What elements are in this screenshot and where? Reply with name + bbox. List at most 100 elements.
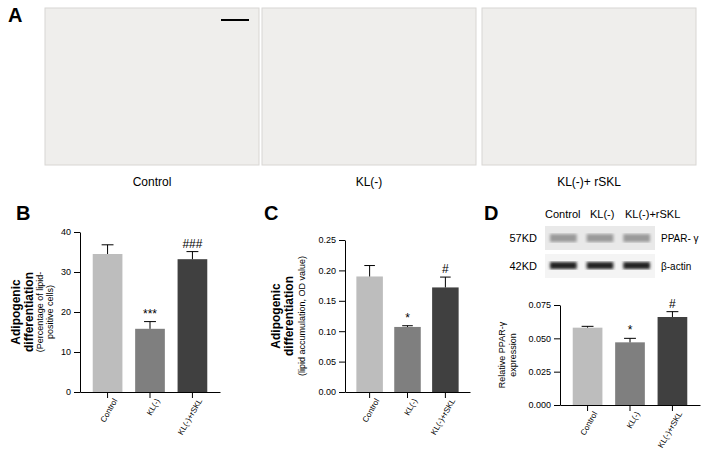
x-tick: KL(-) xyxy=(145,392,162,417)
micrograph xyxy=(482,8,696,165)
error-bar-cap xyxy=(624,338,636,339)
y-tick-label: 0.025 xyxy=(528,367,551,377)
significance: ### xyxy=(182,237,202,251)
x-tick: KL(-) xyxy=(403,392,420,417)
error-bar-stem xyxy=(150,322,151,329)
y-tick: 30 xyxy=(61,267,80,277)
x-tick-mark xyxy=(107,392,108,398)
x-tick-mark xyxy=(369,392,370,398)
blot-band xyxy=(623,262,650,269)
bar xyxy=(658,317,688,405)
x-tick-label: KL(-)+rSKL xyxy=(176,397,204,437)
y-tick: 0.05 xyxy=(318,357,345,367)
x-tick: KL(-) xyxy=(625,405,642,430)
y-tick-mark xyxy=(554,305,560,306)
y-tick-mark xyxy=(554,372,560,373)
x-tick-label: KL(-) xyxy=(625,410,642,430)
error-bar-stem xyxy=(192,252,193,260)
y-tick-label: 0.10 xyxy=(318,327,336,337)
bar xyxy=(135,329,165,392)
bar xyxy=(573,328,603,405)
blot-size: 42KD xyxy=(509,260,537,272)
error-bar xyxy=(440,277,451,287)
y-tick-mark xyxy=(74,312,80,313)
bar xyxy=(356,276,383,392)
x-tick-label: KL(-) xyxy=(145,397,162,417)
panel-d: D*#0.0000.0250.0500.075ControlKL(-)KL(-)… xyxy=(484,202,701,449)
error-bar-cap xyxy=(186,251,198,252)
y-tick: 0.025 xyxy=(528,367,560,377)
panel-a: AControlKL(-)KL(-)+ rSKL xyxy=(8,4,696,189)
panel-b: B***###010203040ControlKL(-)KL(-)+rSKLAd… xyxy=(9,202,221,436)
y-tick: 0 xyxy=(66,387,80,397)
figure: AControlKL(-)KL(-)+ rSKLB***###010203040… xyxy=(0,0,714,468)
x-tick: KL(-)+rSKL xyxy=(656,405,684,449)
y-axis-note: (Percentage of lipid- xyxy=(35,272,45,353)
y-axis-note: (lipid accumulation, OD value) xyxy=(297,256,307,376)
y-axis-title: Adipogenic xyxy=(269,283,283,349)
bar xyxy=(615,342,645,405)
y-tick: 0.075 xyxy=(528,300,560,310)
micrograph xyxy=(45,8,259,165)
scale-bar xyxy=(221,19,249,21)
blot-band xyxy=(623,234,650,242)
significance: *** xyxy=(143,307,157,321)
error-bar-stem xyxy=(369,266,370,277)
y-tick-label: 20 xyxy=(61,307,71,317)
lane-label: Control xyxy=(545,208,580,220)
significance: # xyxy=(442,262,449,276)
error-bar xyxy=(402,326,413,327)
panel-letter: C xyxy=(264,202,278,224)
error-bar xyxy=(624,338,636,342)
x-tick-mark xyxy=(192,392,193,398)
error-bar xyxy=(666,312,678,317)
y-axis-line xyxy=(80,233,81,393)
image-caption: Control xyxy=(133,175,172,189)
x-tick-mark xyxy=(630,405,631,411)
y-axis-note: positive cells) xyxy=(45,285,55,339)
y-tick-mark xyxy=(339,240,345,241)
y-axis-title: differentiation xyxy=(282,276,296,356)
error-bar-cap xyxy=(402,325,413,326)
y-tick-label: 0.00 xyxy=(318,387,336,397)
bar xyxy=(394,327,421,392)
x-tick-mark xyxy=(672,405,673,411)
x-tick-label: Control xyxy=(99,397,120,424)
y-tick: 40 xyxy=(61,227,80,237)
error-bar xyxy=(102,245,114,254)
y-tick-label: 30 xyxy=(61,267,71,277)
error-bar-cap xyxy=(440,277,451,278)
x-axis: ControlKL(-)KL(-)+rSKL xyxy=(561,405,701,449)
plot-marks xyxy=(573,312,688,405)
significance: * xyxy=(405,311,410,325)
significance: * xyxy=(628,323,633,337)
error-bar xyxy=(364,266,375,277)
y-tick-mark xyxy=(74,352,80,353)
y-tick-mark xyxy=(339,362,345,363)
y-tick: 20 xyxy=(61,307,80,317)
y-tick: 10 xyxy=(61,347,80,357)
plot-marks xyxy=(93,245,208,392)
y-axis-title: Relative PPAR-γ xyxy=(497,321,507,388)
y-tick-mark xyxy=(554,338,560,339)
y-axis: 0.000.050.100.150.200.25 xyxy=(318,235,345,397)
y-axis: 0 10 20 30 40 xyxy=(61,227,81,397)
y-tick-label: 10 xyxy=(61,347,71,357)
y-tick-mark xyxy=(339,301,345,302)
x-tick-label: KL(-)+rSKL xyxy=(656,410,684,450)
x-axis: Control KL(-) KL(-)+rSKL xyxy=(81,392,221,436)
lane-label: KL(-)+rSKL xyxy=(625,208,680,220)
x-tick-mark xyxy=(445,392,446,398)
error-bar xyxy=(144,322,156,329)
x-tick-mark xyxy=(407,392,408,398)
blot-protein: PPAR- γ xyxy=(661,233,699,244)
error-bar-cap xyxy=(582,326,594,327)
plot-marks xyxy=(356,266,458,392)
y-tick-label: 0.15 xyxy=(318,296,336,306)
bar xyxy=(178,259,208,392)
error-bar-stem xyxy=(672,312,673,317)
error-bar xyxy=(186,252,198,260)
y-tick-label: 40 xyxy=(61,227,71,237)
y-tick: 0.25 xyxy=(318,235,345,245)
x-tick-mark xyxy=(587,405,588,411)
